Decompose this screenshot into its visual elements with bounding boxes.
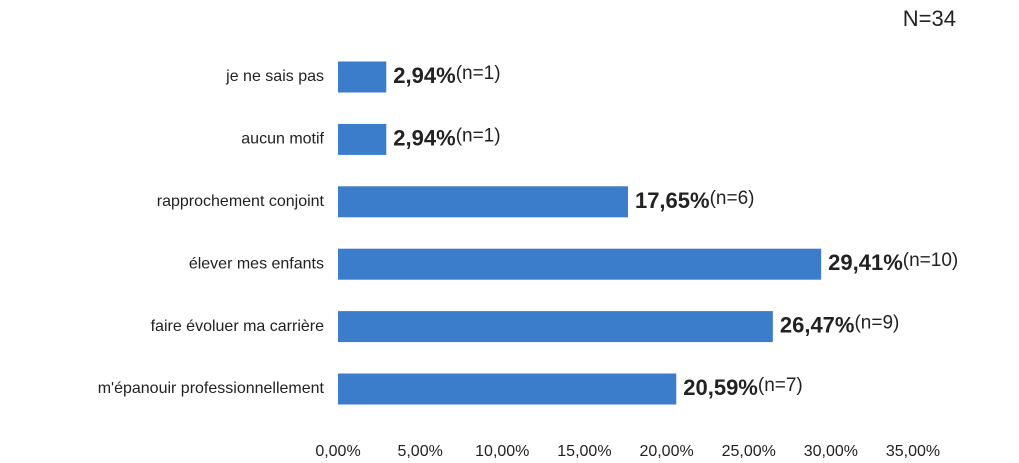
bar	[338, 123, 387, 155]
x-tick-label: 30,00%	[804, 443, 858, 460]
data-label: 26,47%(n=9)	[780, 312, 900, 337]
category-label: élever mes enfants	[189, 255, 324, 272]
x-tick-label: 15,00%	[557, 443, 611, 460]
value-label: 2,94%	[393, 125, 455, 150]
bar	[338, 61, 387, 93]
value-label: 20,59%	[683, 375, 758, 400]
value-label: 26,47%	[780, 312, 855, 337]
data-label: 2,94%(n=1)	[393, 63, 500, 88]
category-label: rapprochement conjoint	[157, 193, 325, 210]
category-label: je ne sais pas	[225, 68, 324, 85]
data-label: 29,41%(n=10)	[828, 250, 958, 275]
annotation: N=34	[903, 6, 956, 31]
count-label: (n=7)	[758, 375, 803, 396]
category-label: aucun motif	[241, 131, 324, 148]
value-label: 29,41%	[828, 250, 903, 275]
bar	[338, 373, 677, 405]
bar	[338, 311, 773, 343]
count-label: (n=10)	[903, 250, 958, 271]
category-label: faire évoluer ma carrière	[151, 318, 325, 335]
x-tick-label: 25,00%	[722, 443, 776, 460]
value-label: 17,65%	[635, 188, 710, 213]
value-label: 2,94%	[393, 63, 455, 88]
x-tick-label: 20,00%	[639, 443, 693, 460]
category-label: m'épanouir professionnellement	[98, 380, 325, 397]
count-label: (n=1)	[456, 125, 501, 146]
data-label: 20,59%(n=7)	[683, 375, 803, 400]
x-tick-label: 5,00%	[397, 443, 442, 460]
bar	[338, 186, 628, 218]
data-label: 17,65%(n=6)	[635, 188, 755, 213]
bar	[338, 248, 822, 280]
data-label: 2,94%(n=1)	[393, 125, 500, 150]
x-tick-label: 35,00%	[886, 443, 940, 460]
x-tick-label: 10,00%	[475, 443, 529, 460]
count-label: (n=6)	[710, 188, 755, 209]
count-label: (n=1)	[456, 63, 501, 84]
x-tick-label: 0,00%	[315, 443, 360, 460]
count-label: (n=9)	[854, 313, 899, 334]
